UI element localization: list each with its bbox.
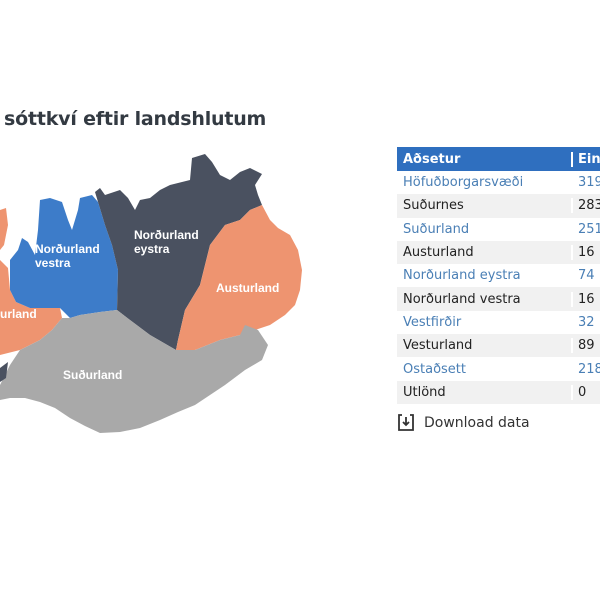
region-nordurland-vestra (10, 195, 118, 318)
download-icon (398, 414, 414, 431)
table-row: Óstaðsett 218 (397, 357, 600, 381)
region-name: Vesturland (403, 338, 473, 354)
region-name: Suðurnes (403, 198, 464, 214)
column-header-value[interactable]: Ein (571, 151, 600, 167)
region-vestfirdir-partial (0, 208, 8, 250)
label-nordurland-eystra: Norðurland eystra (134, 228, 199, 256)
region-name: Útlönd (403, 384, 446, 400)
table-row: Höfuðborgarsvæði 319 (397, 171, 600, 195)
region-reykjanes-partial (0, 362, 8, 382)
table-row: Vesturland 89 (397, 334, 600, 358)
table-row: Suðurland 251 (397, 217, 600, 241)
table-row: Norðurland vestra 16 (397, 287, 600, 311)
download-label: Download data (424, 414, 530, 431)
region-link[interactable]: Óstaðsett (403, 361, 466, 377)
row-value: 32 (571, 314, 600, 330)
label-austurland: Austurland (216, 281, 280, 295)
label-nordurland-vestra: Norðurland vestra (35, 242, 100, 270)
label-sudurland: Suðurland (63, 368, 123, 382)
row-value: 283 (571, 198, 600, 214)
table-row: Útlönd 0 (397, 380, 600, 404)
region-link[interactable]: Höfuðborgarsvæði (403, 175, 524, 191)
region-link[interactable]: Vestfirðir (403, 314, 462, 330)
row-value: 251 (571, 221, 600, 237)
row-value: 16 (571, 291, 600, 307)
table-row: Norðurland eystra 74 (397, 264, 600, 288)
region-sudurland (0, 310, 268, 433)
table-row: Suðurnes 283 (397, 194, 600, 218)
table-row: Vestfirðir 32 (397, 310, 600, 335)
table-header: Aðsetur Ein (397, 147, 600, 171)
region-link[interactable]: Suðurland (403, 221, 470, 237)
region-vesturland (0, 260, 62, 355)
region-nordurland-eystra (95, 154, 262, 350)
region-name: Norðurland vestra (403, 291, 521, 307)
table-row: Austurland 16 (397, 240, 600, 265)
region-name: Austurland (403, 245, 474, 261)
row-value: 218 (571, 361, 600, 377)
row-value: 319 (571, 175, 600, 191)
row-value: 74 (571, 268, 600, 284)
column-header-adsetur[interactable]: Aðsetur (403, 151, 461, 167)
row-value: 0 (571, 384, 600, 400)
data-table: Aðsetur Ein Höfuðborgarsvæði 319 Suðurne… (397, 147, 600, 404)
row-value: 16 (571, 245, 600, 261)
download-data-button[interactable]: Download data (398, 414, 530, 431)
region-link[interactable]: Norðurland eystra (403, 268, 521, 284)
label-vesturland: urland (0, 307, 37, 321)
row-value: 89 (571, 338, 600, 354)
region-austurland (176, 205, 302, 350)
iceland-region-map: Norðurland vestra Norðurland eystra Aust… (0, 150, 320, 460)
page-title: sóttkví eftir landshlutum (4, 108, 267, 130)
